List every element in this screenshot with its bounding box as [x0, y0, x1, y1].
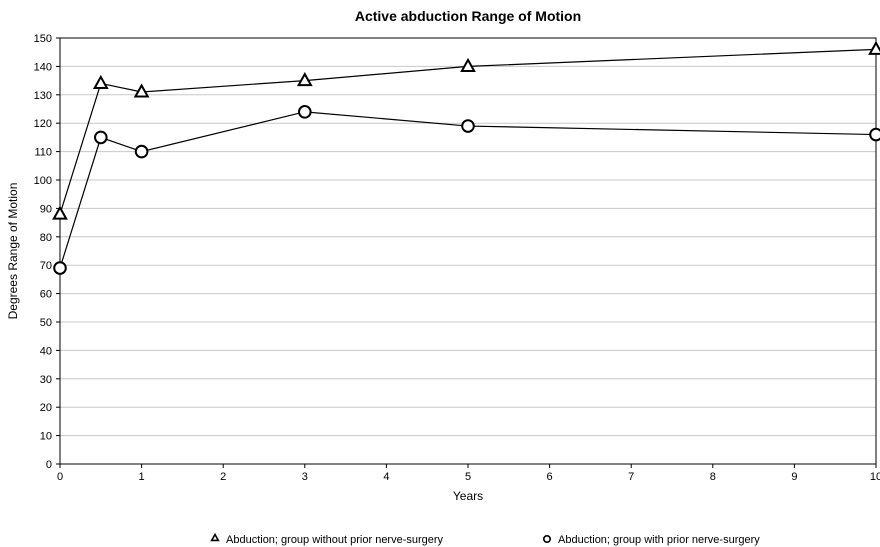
y-axis: 0 10 20 30 40 50 60 70 80 90 100 110 120 130 140 150	[34, 33, 60, 471]
series	[52, 40, 880, 275]
legend-marker-circle	[542, 534, 551, 543]
series-without-nerve-surgery	[52, 40, 880, 220]
data-point-circle	[53, 261, 67, 275]
series-line	[59, 111, 877, 269]
legend-label: Abduction; group with prior nerve-surger…	[558, 534, 760, 546]
series-with-nerve-surgery	[53, 105, 880, 275]
data-point-circle	[134, 144, 149, 159]
series-line	[59, 48, 877, 215]
data-point-triangle	[133, 83, 150, 98]
x-tick-label: 2	[220, 471, 226, 483]
data-point-triangle	[52, 205, 68, 220]
data-point-triangle	[868, 40, 880, 55]
legend-item-without-nerve-surgery: Abduction; group without prior nerve-sur…	[210, 532, 444, 546]
y-tick-label: 20	[40, 402, 52, 414]
grid-lines	[60, 37, 876, 465]
y-tick-label: 30	[40, 374, 52, 386]
x-tick-label: 0	[57, 471, 63, 483]
y-axis-title: Degrees Range of Motion	[6, 183, 20, 320]
y-tick-label: 60	[40, 289, 52, 301]
data-point-circle	[94, 130, 108, 145]
data-point-circle	[869, 127, 880, 142]
x-tick-label: 7	[628, 471, 634, 483]
x-tick-label: 9	[791, 471, 797, 483]
y-tick-label: 110	[34, 147, 52, 159]
legend-marker-triangle	[210, 532, 220, 542]
y-tick-label: 100	[34, 175, 52, 187]
plot-area-frame	[59, 37, 877, 465]
legend-item-with-nerve-surgery: Abduction; group with prior nerve-surger…	[542, 534, 760, 546]
y-tick-label: 150	[34, 33, 52, 45]
y-tick-label: 140	[34, 61, 52, 73]
data-point-triangle	[296, 72, 313, 87]
y-tick-label: 70	[40, 260, 52, 272]
chart-title: Active abduction Range of Motion	[355, 8, 581, 24]
y-tick-label: 80	[40, 232, 52, 244]
y-tick-label: 90	[40, 203, 52, 215]
x-tick-label: 4	[383, 471, 389, 483]
data-point-circle	[461, 119, 475, 133]
x-axis-title: Years	[453, 489, 483, 503]
x-tick-label: 1	[139, 471, 145, 483]
x-tick-label: 5	[465, 471, 471, 483]
y-tick-label: 120	[34, 118, 52, 130]
y-tick-label: 130	[34, 90, 52, 102]
x-axis: 0 1 2 3 4 5 6 7 8 9 10	[57, 464, 880, 483]
data-point-circle	[298, 105, 312, 119]
y-tick-label: 10	[40, 431, 52, 443]
x-tick-label: 8	[710, 471, 716, 483]
x-tick-label: 3	[302, 471, 308, 483]
legend-label: Abduction; group without prior nerve-sur…	[226, 534, 444, 546]
x-tick-label: 6	[547, 471, 553, 483]
x-tick-label: 10	[870, 471, 880, 483]
y-tick-label: 50	[40, 317, 52, 329]
legend: Abduction; group without prior nerve-sur…	[210, 532, 760, 546]
y-tick-label: 0	[46, 459, 52, 471]
data-point-triangle	[92, 74, 109, 89]
data-point-triangle	[460, 57, 476, 72]
y-tick-label: 40	[40, 345, 52, 357]
